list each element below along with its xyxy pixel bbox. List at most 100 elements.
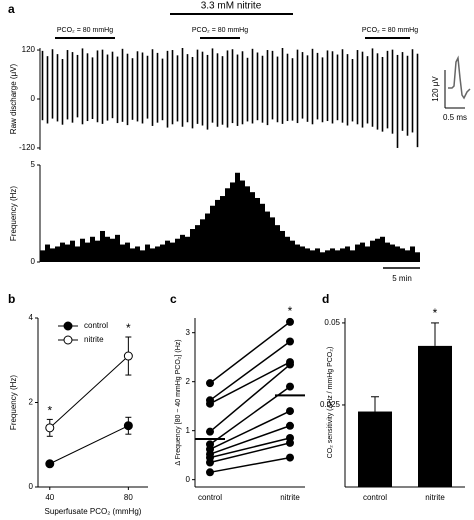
pair-line [209,363,291,433]
pair-line [209,437,291,459]
bar [290,240,295,262]
legend-label: nitrite [84,335,104,344]
point [45,423,55,433]
bar [60,242,65,262]
bar [365,246,370,262]
bar [315,248,320,262]
bar [55,246,60,262]
pair-line [209,361,291,405]
bar [260,203,265,262]
bar [230,182,235,262]
pair-line [209,340,291,401]
annotation: * [433,306,438,320]
annotation: PCO₂ = 80 mmHg [362,27,418,34]
bar [115,234,120,262]
point [206,458,214,467]
bar [50,248,55,262]
bar [360,242,365,262]
y-axis-label: CO₂ sensitivity (ΔHz / mmHg PCO₂) [327,347,334,459]
series-line [49,355,129,429]
bar [235,172,240,262]
x-tick-label: nitrite [425,493,445,502]
bar [418,345,452,487]
bar [170,242,175,262]
panel-letter: a [8,2,15,16]
pair-line [209,456,291,474]
y-tick-label: 0 [29,482,34,491]
bar [190,229,195,262]
bar [285,236,290,262]
point [206,468,214,477]
bar [165,240,170,262]
y-tick-label: 0.05 [324,318,340,327]
bar [280,230,285,262]
point [286,317,294,326]
y-tick-label: 0 [31,94,36,103]
bar [405,250,410,262]
bar [220,196,225,262]
x-tick-label: 80 [124,493,133,502]
bar [65,244,70,262]
bar [155,246,160,262]
y-tick-label: 3 [186,328,191,337]
bar [110,238,115,262]
bar [295,244,300,262]
pair-line [209,442,291,464]
bar [40,250,45,262]
bar [45,244,50,262]
point [286,421,294,430]
bar [215,199,220,262]
bar [390,244,395,262]
y-tick-label: 0 [186,475,191,484]
bar [105,236,110,262]
x-tick-label: control [363,493,387,502]
y-tick-label: 120 [22,45,36,54]
bar [125,242,130,262]
bar [200,219,205,262]
annotation: 3.3 mM nitrite [201,1,262,12]
y-axis-label: Raw discharge (μV) [9,63,18,134]
bar [370,240,375,262]
point [206,379,214,388]
bar [415,252,420,262]
point [286,337,294,346]
pair-line [209,321,291,384]
point [286,382,294,391]
pair-line [209,410,291,450]
bar [355,244,360,262]
scale-label: 0.5 ms [443,113,467,122]
bar [270,217,275,262]
bar [330,248,335,262]
x-tick-label: nitrite [280,493,300,502]
legend-marker [63,321,73,331]
y-tick-label: 2 [29,398,34,407]
pair-line [209,425,291,455]
bar [255,197,260,262]
bar [385,242,390,262]
x-tick-label: control [198,493,222,502]
x-tick-label: 40 [45,493,54,502]
bar [400,248,405,262]
point [206,427,214,436]
bar [225,188,230,262]
spike-waveform [448,55,471,100]
y-tick-label: 2 [186,377,191,386]
bar [205,213,210,262]
bar [130,248,135,262]
bar [240,180,245,262]
annotation: * [126,321,131,335]
annotation: PCO₂ = 80 mmHg [192,27,248,34]
bar [135,246,140,262]
scale-label: 5 min [392,274,412,283]
panel-letter: d [322,292,329,306]
bar [210,205,215,262]
bar [335,250,340,262]
bar [90,236,95,262]
bar [358,411,392,487]
point [206,399,214,408]
y-tick-label: 5 [31,160,36,169]
panel-letter: c [170,292,177,306]
scale-label: 120 μV [431,76,440,102]
bar [185,236,190,262]
